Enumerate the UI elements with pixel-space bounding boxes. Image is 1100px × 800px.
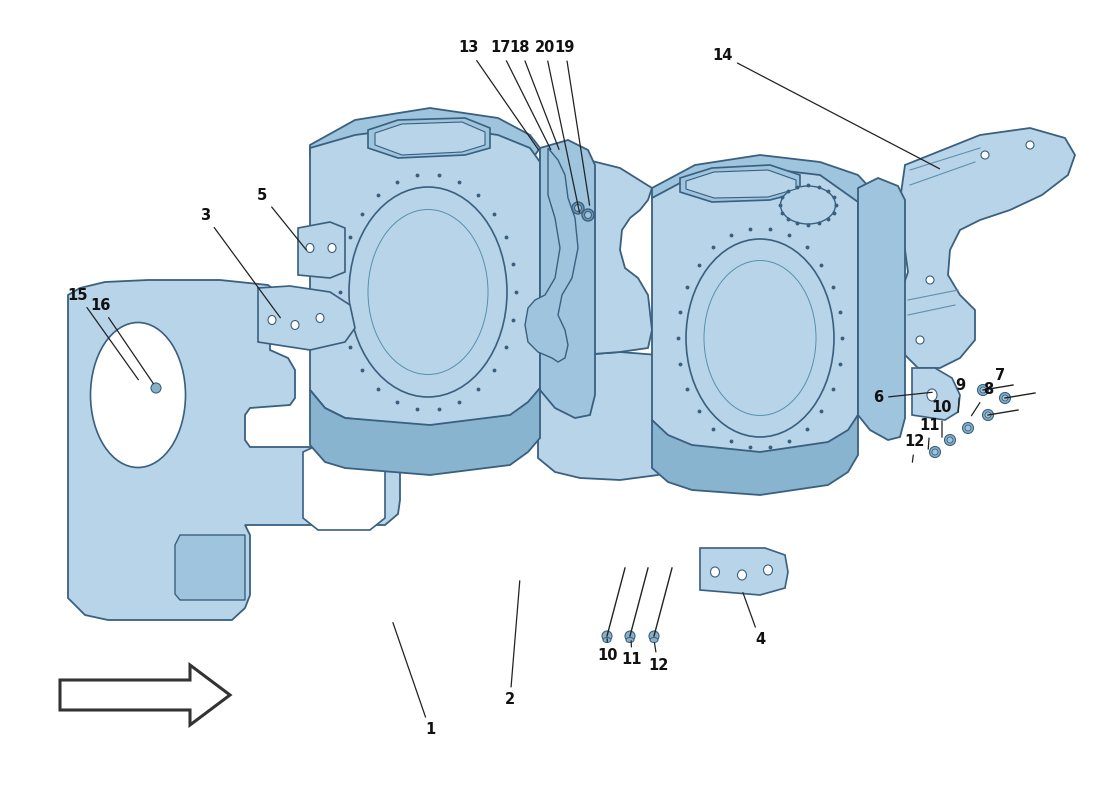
Text: 11: 11	[621, 641, 642, 667]
Text: 17: 17	[490, 41, 551, 150]
Text: 6: 6	[873, 390, 932, 406]
Polygon shape	[540, 140, 595, 418]
Ellipse shape	[686, 239, 834, 437]
Ellipse shape	[916, 336, 924, 344]
Ellipse shape	[930, 446, 940, 458]
Text: 4: 4	[742, 593, 766, 647]
Text: 12: 12	[648, 642, 668, 673]
Ellipse shape	[737, 570, 747, 580]
Ellipse shape	[980, 387, 986, 393]
Text: 15: 15	[68, 287, 139, 380]
Polygon shape	[310, 125, 540, 428]
Ellipse shape	[268, 315, 276, 325]
Ellipse shape	[90, 322, 186, 467]
Ellipse shape	[978, 385, 989, 395]
Polygon shape	[652, 155, 870, 218]
Polygon shape	[68, 280, 400, 620]
Ellipse shape	[292, 321, 299, 330]
Polygon shape	[60, 665, 230, 725]
Polygon shape	[72, 290, 232, 615]
Text: 5: 5	[257, 187, 306, 250]
Ellipse shape	[781, 186, 836, 224]
Text: 19: 19	[554, 41, 590, 206]
Ellipse shape	[1026, 141, 1034, 149]
Text: 9: 9	[955, 378, 965, 412]
Ellipse shape	[947, 437, 953, 443]
Text: 10: 10	[932, 401, 953, 438]
Ellipse shape	[603, 638, 611, 642]
Text: 7: 7	[987, 367, 1005, 390]
Text: 2: 2	[505, 581, 520, 707]
Polygon shape	[912, 368, 960, 420]
Ellipse shape	[927, 389, 937, 401]
Ellipse shape	[602, 631, 612, 641]
Text: 3: 3	[200, 207, 280, 318]
Ellipse shape	[625, 631, 635, 641]
Ellipse shape	[349, 187, 507, 397]
Polygon shape	[175, 368, 232, 478]
Ellipse shape	[962, 422, 974, 434]
Ellipse shape	[926, 276, 934, 284]
Ellipse shape	[1000, 393, 1011, 403]
Text: 18: 18	[509, 41, 559, 150]
Text: 20: 20	[535, 41, 580, 212]
Polygon shape	[258, 286, 355, 350]
Ellipse shape	[151, 383, 161, 393]
Ellipse shape	[584, 211, 592, 218]
Ellipse shape	[945, 434, 956, 446]
Ellipse shape	[306, 243, 313, 253]
Ellipse shape	[711, 567, 719, 577]
Text: 8: 8	[971, 382, 993, 416]
Ellipse shape	[328, 243, 336, 253]
Polygon shape	[298, 222, 345, 278]
Ellipse shape	[704, 261, 816, 415]
Text: 10: 10	[597, 638, 618, 662]
Ellipse shape	[981, 151, 989, 159]
Ellipse shape	[626, 638, 634, 642]
Polygon shape	[528, 148, 652, 355]
Ellipse shape	[1002, 395, 1008, 401]
Ellipse shape	[649, 631, 659, 641]
Ellipse shape	[932, 449, 938, 455]
Polygon shape	[150, 462, 232, 610]
Polygon shape	[898, 128, 1075, 368]
Polygon shape	[652, 168, 858, 455]
Ellipse shape	[368, 210, 488, 374]
Polygon shape	[375, 122, 485, 155]
Ellipse shape	[965, 425, 971, 431]
Ellipse shape	[650, 638, 658, 642]
Text: 1: 1	[393, 622, 436, 738]
Text: 13: 13	[458, 41, 538, 150]
Polygon shape	[538, 352, 692, 480]
Polygon shape	[310, 108, 540, 180]
Ellipse shape	[763, 565, 772, 575]
Ellipse shape	[982, 410, 993, 421]
Polygon shape	[680, 165, 800, 202]
Polygon shape	[700, 548, 788, 595]
Ellipse shape	[984, 412, 991, 418]
Polygon shape	[310, 388, 540, 475]
Text: 11: 11	[920, 418, 940, 450]
Polygon shape	[525, 148, 578, 362]
Polygon shape	[368, 118, 490, 158]
Polygon shape	[302, 445, 385, 530]
Ellipse shape	[572, 202, 584, 214]
Text: 14: 14	[712, 47, 939, 169]
Polygon shape	[858, 178, 905, 440]
Polygon shape	[652, 415, 858, 495]
Ellipse shape	[582, 209, 594, 221]
Polygon shape	[686, 170, 796, 198]
Ellipse shape	[574, 205, 582, 211]
Text: 16: 16	[90, 298, 153, 384]
Polygon shape	[175, 535, 245, 600]
Text: 12: 12	[905, 434, 925, 462]
Ellipse shape	[316, 314, 324, 322]
Ellipse shape	[100, 335, 176, 455]
